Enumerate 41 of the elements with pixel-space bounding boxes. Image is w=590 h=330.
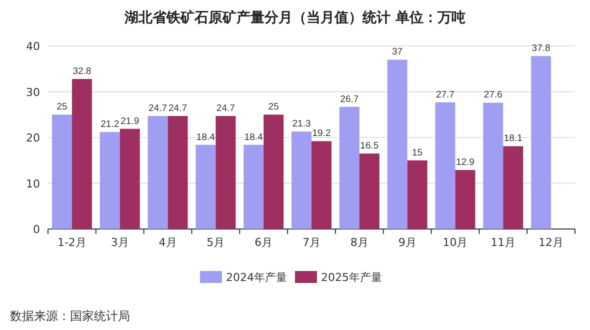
title: 湖北省铁矿石原矿产量分月（当月值）统计 单位：万吨 [124, 10, 466, 26]
xtick: 5月 [206, 236, 225, 249]
data-label: 37 [392, 46, 403, 58]
data-label: 19.2 [312, 128, 331, 140]
data-label: 26.7 [340, 94, 359, 105]
data-label: 24.7 [216, 103, 235, 114]
data-label: 21.3 [292, 118, 311, 130]
data-label: 16.5 [360, 140, 379, 152]
xtick: 4月 [158, 236, 177, 249]
ytick: 0 [33, 223, 40, 236]
data-label: 25 [268, 102, 279, 113]
data-label: 15 [412, 147, 423, 158]
ytick: 30 [26, 86, 40, 99]
ytick: 10 [26, 177, 40, 190]
data-label: 24.7 [148, 103, 168, 114]
data-label: 27.6 [484, 90, 502, 101]
annotation: 数据来源：国家统计局 [10, 309, 130, 323]
data-label: 21.2 [100, 119, 120, 130]
xtick: 12月 [538, 236, 564, 249]
data-label: 32.8 [72, 66, 92, 77]
xtick: 7月 [302, 236, 320, 249]
ytick: 20 [26, 132, 40, 144]
xtick: 1-2月 [57, 236, 86, 249]
data-label: 27.7 [436, 89, 454, 100]
data-label: 18.1 [504, 133, 522, 144]
xtick: 3月 [110, 236, 129, 249]
data-label: 18.4 [196, 132, 215, 143]
data-label: 18.4 [244, 132, 263, 143]
legend-label: 2025年产量 [321, 271, 382, 284]
xtick: 9月 [398, 236, 416, 249]
xtick: 8月 [350, 236, 368, 249]
data-label: 25 [56, 102, 68, 113]
xtick: 6月 [254, 236, 273, 249]
ytick: 40 [26, 40, 40, 53]
data-label: 37.8 [532, 43, 550, 54]
xtick: 10月 [442, 236, 468, 249]
xtick: 11月 [490, 236, 516, 249]
data-label: 12.9 [456, 156, 474, 168]
data-label: 21.9 [120, 116, 140, 127]
legend-label: 2024年产量 [226, 271, 287, 284]
data-label: 24.7 [168, 103, 188, 114]
